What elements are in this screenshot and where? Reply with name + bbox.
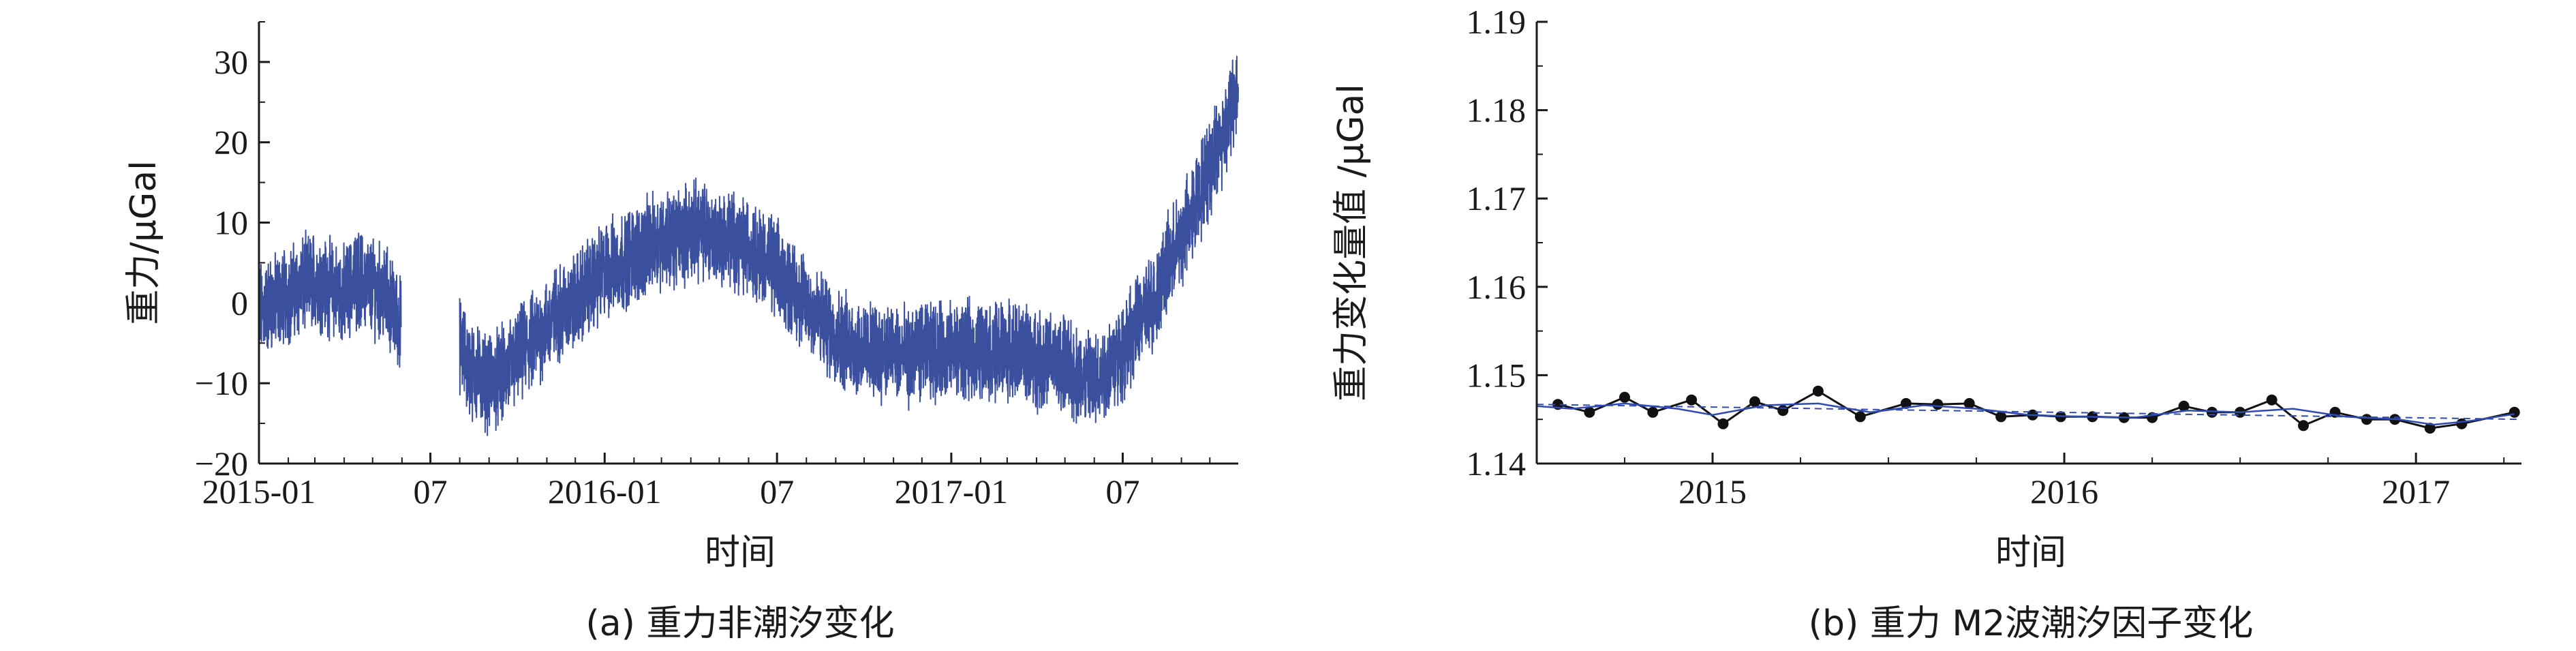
panel-b-point — [1749, 396, 1760, 408]
panel-b-y-tick-label: 1.16 — [1467, 268, 1527, 306]
panel-a-x-tick-label: 2015-01 — [202, 472, 316, 511]
panel-b-series-2 — [1536, 402, 2515, 426]
panel-b-axes — [1535, 22, 2521, 465]
panel-a-y-tick-label: 20 — [214, 123, 248, 162]
panel-a-series-segment-2 — [459, 55, 1239, 436]
panel-a-ticks: −20 −10 0 10 20 30 2015-01 07 2016-01 07 2017-01 07 — [195, 21, 1211, 511]
panel-a-x-tick-label: 2016-01 — [548, 472, 662, 511]
panel-b-point — [2178, 400, 2190, 412]
panel-b-y-tick-label: 1.17 — [1467, 179, 1527, 217]
panel-a-series-segment-1 — [258, 229, 402, 368]
panel-b-x-tick-label: 2015 — [1678, 472, 1747, 511]
panel-b-x-tick-label: 2016 — [2030, 472, 2098, 511]
panel-b-y-tick-label: 1.18 — [1467, 91, 1527, 130]
panel-b-point — [1717, 418, 1729, 429]
panel-b-point — [1686, 394, 1698, 406]
panel-b-point — [1647, 406, 1659, 418]
panel-a-y-axis-label: 重力/μGal — [123, 160, 164, 324]
panel-a: −20 −10 0 10 20 30 2015-01 07 2016-01 07 2017-01 07… — [123, 21, 1239, 644]
panel-b-series-3 — [1536, 404, 2522, 421]
panel-b-point — [1812, 385, 1824, 397]
panel-b-ticks: 1.14 1.15 1.16 1.17 1.18 1.19 2015 2016 2017 — [1467, 3, 2505, 511]
panel-b-point — [2298, 420, 2309, 432]
panel-b-x-tick-label: 2017 — [2382, 472, 2450, 511]
panel-a-plot-area — [258, 55, 1239, 436]
panel-a-x-tick-label: 07 — [1105, 472, 1139, 511]
panel-a-axes — [258, 22, 1238, 465]
panel-a-x-tick-label: 07 — [760, 472, 794, 511]
panel-a-caption: (a) 重力非潮汐变化 — [586, 603, 895, 644]
panel-b-point — [1777, 405, 1789, 417]
panel-b-plot-area — [1536, 385, 2522, 434]
panel-b-point — [1854, 411, 1866, 423]
panel-b-point — [1963, 397, 1975, 409]
panel-a-x-axis-label: 时间 — [705, 532, 776, 573]
panel-a-y-tick-label: 0 — [231, 284, 248, 322]
panel-b-caption: (b) 重力 M2波潮汐因子变化 — [1809, 603, 2254, 644]
panel-b-point — [2266, 394, 2278, 406]
panel-b-y-tick-label: 1.15 — [1467, 356, 1527, 394]
panel-b-point — [1619, 391, 1630, 403]
panel-b-point — [1900, 397, 1912, 409]
panel-a-y-tick-label: −20 — [195, 444, 248, 483]
panel-b-y-axis-label: 重力变化量值 /μGal — [1331, 84, 1372, 402]
panel-b-point — [1932, 399, 1944, 410]
panel-a-y-tick-label: 10 — [214, 204, 248, 242]
panel-b-point — [2509, 406, 2520, 418]
panel-b-point — [2456, 418, 2468, 429]
panel-a-x-tick-label: 07 — [414, 472, 448, 511]
panel-b-x-axis-label: 时间 — [1995, 532, 2066, 573]
panel-b-point — [1995, 411, 2007, 423]
panel-b-point — [1584, 406, 1595, 418]
panel-b-y-tick-label: 1.19 — [1467, 3, 1527, 41]
panel-a-y-tick-label: 30 — [214, 43, 248, 81]
panel-b-y-tick-label: 1.14 — [1467, 444, 1527, 483]
panel-b-point — [2361, 414, 2372, 425]
panel-b-point — [2424, 423, 2436, 434]
panel-a-x-tick-label: 2017-01 — [895, 472, 1009, 511]
panel-a-y-tick-label: −10 — [195, 364, 248, 402]
